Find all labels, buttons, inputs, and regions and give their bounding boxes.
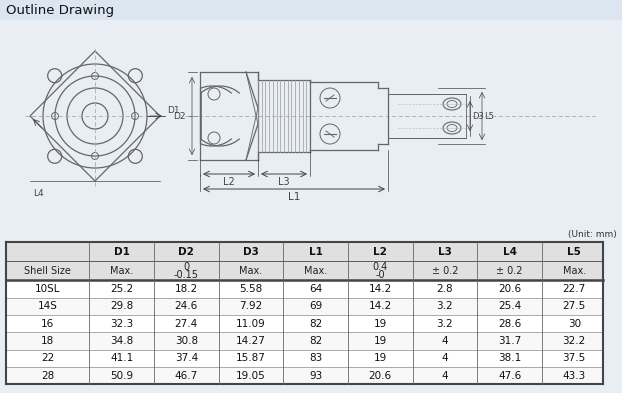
Text: 20.6: 20.6 [498, 284, 521, 294]
Text: 93: 93 [309, 371, 322, 381]
Text: 14.2: 14.2 [369, 301, 392, 311]
Text: 41.1: 41.1 [110, 353, 133, 364]
Text: D1: D1 [114, 247, 129, 257]
Text: D2: D2 [179, 247, 194, 257]
Text: 29.8: 29.8 [110, 301, 133, 311]
Text: 14.2: 14.2 [369, 284, 392, 294]
Text: 32.3: 32.3 [110, 319, 133, 329]
Text: 27.4: 27.4 [175, 319, 198, 329]
Text: 19: 19 [374, 319, 387, 329]
Text: 30: 30 [568, 319, 581, 329]
Bar [6, 298, 603, 315]
Text: L1: L1 [309, 247, 323, 257]
Text: 24.6: 24.6 [175, 301, 198, 311]
Text: 83: 83 [309, 353, 322, 364]
Text: 0.4: 0.4 [373, 262, 388, 272]
Text: 4: 4 [442, 371, 448, 381]
Text: L3: L3 [438, 247, 452, 257]
Text: 50.9: 50.9 [110, 371, 133, 381]
Text: 30.8: 30.8 [175, 336, 198, 346]
Text: L5: L5 [567, 247, 581, 257]
Text: 3.2: 3.2 [437, 319, 453, 329]
Text: 27.5: 27.5 [563, 301, 586, 311]
Text: L5: L5 [484, 112, 494, 121]
Text: 20.6: 20.6 [369, 371, 392, 381]
Text: Max.: Max. [110, 266, 133, 276]
Text: 14.27: 14.27 [236, 336, 266, 346]
Text: Shell Size: Shell Size [24, 266, 71, 276]
Text: 38.1: 38.1 [498, 353, 521, 364]
Text: 82: 82 [309, 336, 322, 346]
Text: D1: D1 [167, 106, 180, 115]
Text: L3: L3 [278, 177, 290, 187]
Text: 18: 18 [41, 336, 54, 346]
Text: 19: 19 [374, 353, 387, 364]
Text: 10SL: 10SL [35, 284, 60, 294]
Text: Max.: Max. [563, 266, 586, 276]
Text: 37.4: 37.4 [175, 353, 198, 364]
Text: 7.92: 7.92 [239, 301, 262, 311]
Text: Max.: Max. [239, 266, 262, 276]
Text: 18.2: 18.2 [175, 284, 198, 294]
Bar [6, 242, 603, 281]
Text: 34.8: 34.8 [110, 336, 133, 346]
Text: 4: 4 [442, 353, 448, 364]
Text: D3: D3 [243, 247, 259, 257]
Text: L2: L2 [373, 247, 388, 257]
Text: 14S: 14S [38, 301, 58, 311]
Text: 4: 4 [442, 336, 448, 346]
Text: 16: 16 [41, 319, 54, 329]
Text: 31.7: 31.7 [498, 336, 521, 346]
Text: ± 0.2: ± 0.2 [496, 266, 523, 276]
Text: 28.6: 28.6 [498, 319, 521, 329]
Bar [6, 350, 603, 367]
Text: 22.7: 22.7 [563, 284, 586, 294]
Text: -0.15: -0.15 [174, 270, 199, 280]
Text: D3: D3 [472, 112, 484, 121]
Text: 19.05: 19.05 [236, 371, 266, 381]
Bar [0, 0, 622, 20]
Text: 64: 64 [309, 284, 322, 294]
Bar [6, 315, 603, 332]
Text: 47.6: 47.6 [498, 371, 521, 381]
Text: L1: L1 [288, 192, 300, 202]
Text: 25.4: 25.4 [498, 301, 521, 311]
Text: 0: 0 [183, 262, 189, 272]
Text: 46.7: 46.7 [175, 371, 198, 381]
Bar [6, 281, 603, 298]
Text: 15.87: 15.87 [236, 353, 266, 364]
Text: L4: L4 [503, 247, 517, 257]
Text: -0: -0 [376, 270, 385, 280]
Text: 37.5: 37.5 [563, 353, 586, 364]
Text: 25.2: 25.2 [110, 284, 133, 294]
Text: 32.2: 32.2 [563, 336, 586, 346]
Text: 43.3: 43.3 [563, 371, 586, 381]
Text: ± 0.2: ± 0.2 [432, 266, 458, 276]
Text: L4: L4 [33, 189, 44, 198]
Bar [6, 367, 603, 384]
Text: 3.2: 3.2 [437, 301, 453, 311]
Text: 5.58: 5.58 [239, 284, 262, 294]
Text: 19: 19 [374, 336, 387, 346]
Text: Max.: Max. [304, 266, 327, 276]
Text: Outline Drawing: Outline Drawing [6, 4, 114, 17]
Text: 82: 82 [309, 319, 322, 329]
Text: 69: 69 [309, 301, 322, 311]
Text: 28: 28 [41, 371, 54, 381]
Text: L2: L2 [223, 177, 235, 187]
Text: (Unit: mm): (Unit: mm) [569, 230, 617, 239]
Text: 22: 22 [41, 353, 54, 364]
Text: D2: D2 [174, 112, 186, 121]
Text: 11.09: 11.09 [236, 319, 266, 329]
Bar [6, 332, 603, 350]
Text: 2.8: 2.8 [437, 284, 453, 294]
